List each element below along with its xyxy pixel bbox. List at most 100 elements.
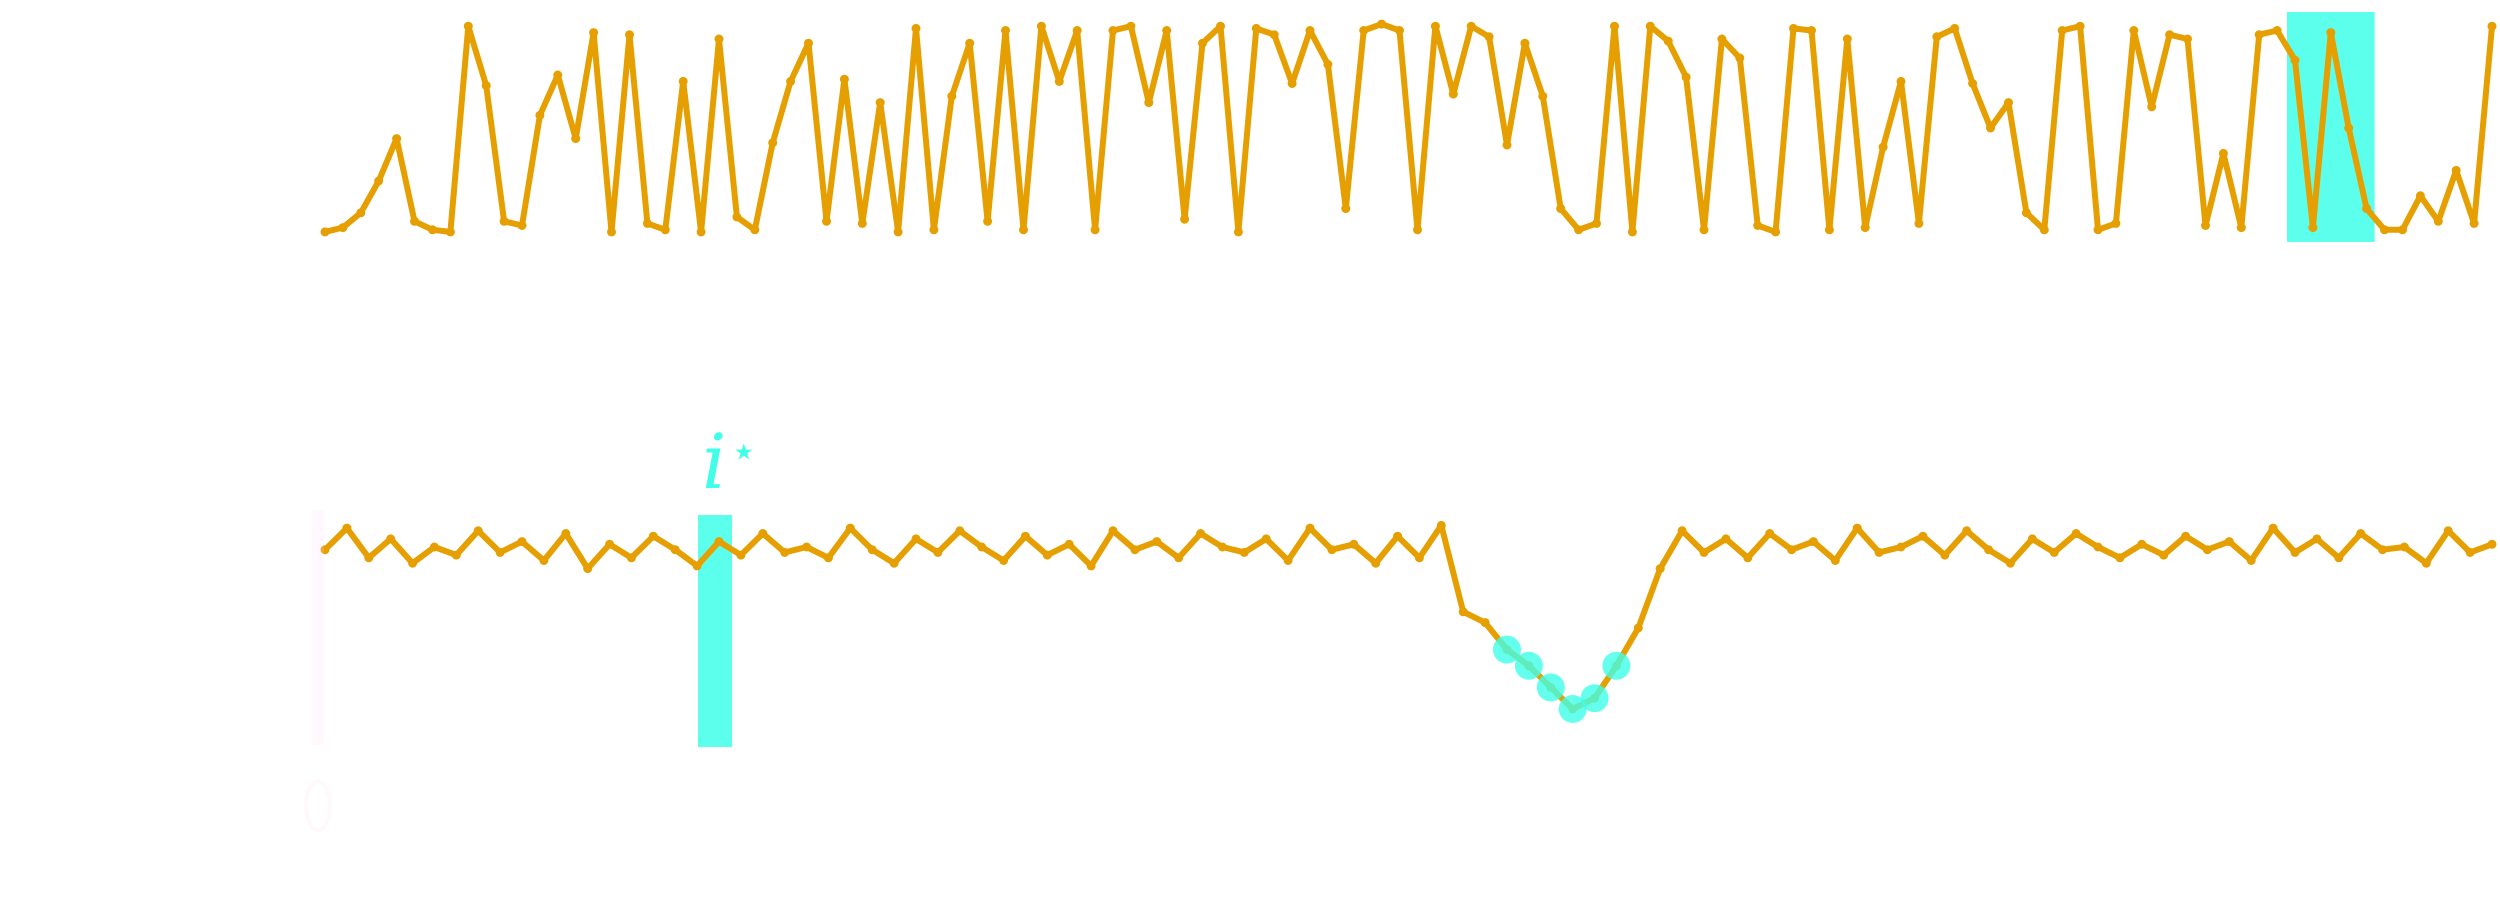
outlier-marker xyxy=(1536,673,1565,702)
series-point xyxy=(445,227,455,237)
series-point xyxy=(2246,556,2256,565)
series-point xyxy=(839,74,849,84)
series-point xyxy=(408,558,418,568)
series-point xyxy=(1896,542,1906,552)
outlier-marker xyxy=(1558,695,1587,723)
series-point xyxy=(911,23,921,33)
series-point xyxy=(2075,21,2085,31)
series-point xyxy=(648,531,658,541)
series-point xyxy=(1556,204,1566,214)
series-point xyxy=(583,564,593,574)
series-point xyxy=(965,38,975,48)
series-point xyxy=(1305,523,1315,533)
bottom-panel: i ⋆ xyxy=(304,417,2497,832)
series-point xyxy=(2137,539,2147,549)
series-point xyxy=(1430,21,1440,31)
series-point xyxy=(696,227,706,237)
top-panel xyxy=(320,12,2497,242)
series-point xyxy=(2224,537,2234,547)
series-point xyxy=(983,216,993,226)
series-point xyxy=(2115,553,2125,563)
series-point xyxy=(1458,607,1468,617)
series-point xyxy=(1126,21,1136,31)
series-point xyxy=(605,539,615,549)
series-point xyxy=(1341,204,1351,214)
series-point xyxy=(451,550,461,560)
series-point xyxy=(1020,531,1030,541)
series-point xyxy=(517,221,527,230)
series-point xyxy=(1448,89,1458,99)
series-point xyxy=(1484,32,1494,42)
series-point xyxy=(1196,529,1206,538)
series-point xyxy=(692,561,702,571)
series-point xyxy=(1174,553,1184,563)
series-point xyxy=(1771,227,1781,237)
series-point xyxy=(977,542,987,552)
series-point xyxy=(1842,34,1852,44)
series-point xyxy=(2334,553,2344,563)
series-point xyxy=(1377,19,1387,29)
series-point xyxy=(1395,26,1404,35)
series-point xyxy=(736,550,746,560)
series-point xyxy=(893,227,903,237)
series-point xyxy=(2005,558,2015,568)
series-point xyxy=(1480,618,1490,628)
series-point xyxy=(1874,547,1884,557)
series-point xyxy=(410,216,419,226)
series-point xyxy=(539,556,549,565)
series-point xyxy=(2201,221,2210,230)
series-point xyxy=(2093,542,2103,552)
series-point xyxy=(364,553,374,563)
series-point xyxy=(947,91,957,101)
series-point xyxy=(429,542,439,552)
series-point xyxy=(2326,28,2336,38)
series-point xyxy=(670,545,680,555)
series-point xyxy=(2415,191,2425,201)
series-point xyxy=(1371,558,1381,568)
series-point xyxy=(1574,225,1584,235)
series-point xyxy=(553,70,563,80)
series-point xyxy=(1914,218,1924,228)
series-point xyxy=(1592,218,1601,228)
series-point xyxy=(2421,558,2431,568)
series-point xyxy=(1950,23,1960,33)
series-point xyxy=(1986,123,1995,133)
series-point xyxy=(1305,26,1315,35)
series-point xyxy=(499,216,509,226)
series-point xyxy=(1090,225,1100,235)
series-point xyxy=(1042,550,1052,560)
outlier-markers xyxy=(1493,635,1631,723)
series-point xyxy=(2159,550,2169,560)
series-point xyxy=(1239,547,1249,557)
series-point xyxy=(1414,553,1424,563)
series-point xyxy=(867,545,877,555)
series-point xyxy=(802,542,812,552)
series-point xyxy=(320,227,330,237)
series-point xyxy=(386,534,396,544)
series-point xyxy=(1787,545,1797,555)
series-point xyxy=(2236,223,2246,233)
series-point xyxy=(626,553,636,563)
series-point xyxy=(1198,38,1207,48)
series-point xyxy=(392,134,402,144)
series-point xyxy=(495,547,505,557)
series-point xyxy=(955,526,965,536)
series-point xyxy=(607,227,616,237)
series-point xyxy=(1216,21,1225,31)
series-point xyxy=(2469,218,2479,228)
highlight-band-bottom xyxy=(698,515,732,747)
series-point xyxy=(929,225,939,235)
series-point xyxy=(678,76,688,86)
series-point xyxy=(1633,623,1643,633)
series-point xyxy=(2312,534,2322,544)
series-point xyxy=(1001,26,1010,35)
series-point xyxy=(1072,26,1082,35)
series-point xyxy=(1287,79,1297,88)
series-point xyxy=(2268,523,2278,533)
series-point xyxy=(428,225,437,235)
series-point xyxy=(2344,123,2354,133)
series-point xyxy=(625,30,634,40)
series-point xyxy=(1735,53,1745,63)
series-point xyxy=(2399,542,2409,552)
series-point xyxy=(750,225,760,235)
